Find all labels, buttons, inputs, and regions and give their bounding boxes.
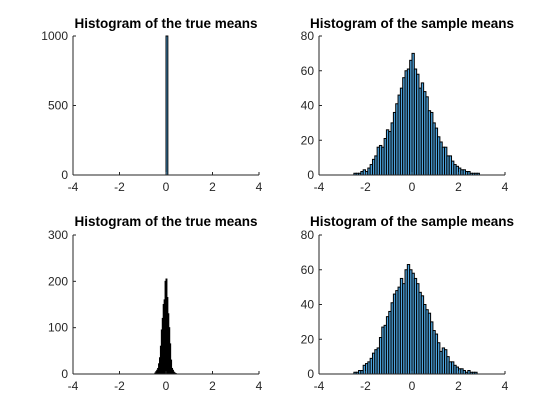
x-tick-label: 2	[455, 379, 462, 393]
x-tick-label: 0	[163, 379, 170, 393]
y-tick-label: 80	[301, 29, 315, 43]
y-tick-label: 0	[61, 367, 68, 381]
histogram-bar	[165, 35, 169, 176]
x-tick-label: -2	[114, 379, 125, 393]
x-tick-label: 2	[209, 379, 216, 393]
x-tick-label: 0	[409, 180, 416, 194]
y-tick-label: 80	[301, 228, 315, 242]
y-tick-label: 0	[307, 367, 314, 381]
bars	[154, 278, 177, 375]
y-tick-label: 500	[48, 99, 68, 113]
x-tick-label: -4	[314, 379, 325, 393]
y-tick-label: 20	[301, 332, 315, 346]
y-tick-label: 60	[301, 64, 315, 78]
subplot-1: Histogram of the true means -4 -2 0 2 4 0 500 1…	[41, 16, 262, 194]
y-tick-label: 1000	[41, 29, 68, 43]
subplot-title: Histogram of the true means	[74, 214, 257, 229]
y-tick-label: 60	[301, 263, 315, 277]
x-tick-label: 4	[502, 180, 509, 194]
x-tick-label: 4	[502, 379, 509, 393]
subplot-title: Histogram of the sample means	[310, 16, 514, 31]
y-tick-label: 100	[48, 321, 68, 335]
x-tick-label: 2	[209, 180, 216, 194]
x-tick-label: -2	[360, 180, 371, 194]
y-tick-label: 300	[48, 228, 68, 242]
y-tick-label: 40	[301, 298, 315, 312]
x-tick-label: 0	[409, 379, 416, 393]
y-tick-label: 20	[301, 133, 315, 147]
bars	[353, 264, 478, 375]
subplot-2: Histogram of the sample means -4 -2 0 2 4020…	[301, 16, 514, 194]
x-tick-label: 4	[256, 180, 263, 194]
x-tick-label: -4	[68, 180, 79, 194]
bars	[353, 52, 480, 176]
subplot-4: Histogram of the sample means -4 -2 0 2 4020…	[301, 214, 514, 393]
y-tick-label: 0	[307, 168, 314, 182]
subplot-3: Histogram of the true means -4 -2 0 2 4 0 100 2…	[48, 214, 263, 393]
x-tick-label: -2	[360, 379, 371, 393]
y-tick-label: 0	[61, 168, 68, 182]
x-tick-label: -4	[68, 379, 79, 393]
x-tick-label: 0	[163, 180, 170, 194]
bars	[165, 35, 169, 176]
subplot-title: Histogram of the true means	[74, 16, 257, 31]
x-tick-label: 4	[256, 379, 263, 393]
x-tick-label: -4	[314, 180, 325, 194]
subplot-title: Histogram of the sample means	[310, 214, 514, 229]
x-tick-label: 2	[455, 180, 462, 194]
x-tick-label: -2	[114, 180, 125, 194]
y-tick-label: 200	[48, 274, 68, 288]
y-tick-label: 40	[301, 99, 315, 113]
